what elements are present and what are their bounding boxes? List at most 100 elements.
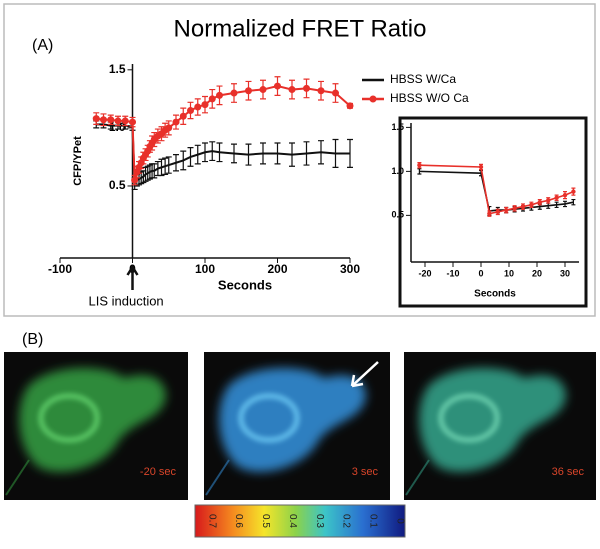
point: [495, 209, 500, 215]
point: [165, 124, 173, 132]
x-tick-label: 0: [478, 268, 483, 278]
point: [187, 106, 194, 114]
cell-tail: [5, 459, 30, 496]
point: [245, 87, 252, 95]
chart-title: Normalized FRET Ratio: [174, 15, 427, 42]
legend-marker: [369, 95, 377, 103]
error-bar: [173, 154, 179, 172]
point: [571, 189, 576, 194]
cell-images: -20 sec 3 sec 36 sec: [4, 352, 596, 500]
time-label: 3 sec: [352, 466, 379, 478]
point: [288, 86, 296, 94]
point: [504, 207, 509, 213]
error-bar: [194, 144, 201, 165]
point: [512, 206, 517, 211]
error-bar: [303, 141, 310, 166]
legend-label: HBSS W/O Ca: [390, 91, 469, 105]
point: [208, 95, 216, 103]
error-bar: [563, 200, 567, 208]
colorbar: [194, 504, 406, 538]
x-tick-label: 200: [267, 262, 287, 276]
error-bar: [289, 142, 295, 167]
point: [179, 112, 187, 120]
y-tick-label: 0.5: [391, 210, 404, 220]
inset-frame: [398, 116, 588, 308]
point: [107, 116, 115, 124]
colorbar-tick-label: 0.6: [233, 514, 244, 528]
error-bar: [202, 142, 208, 163]
y-tick-label: 1.5: [391, 122, 404, 132]
point: [529, 202, 534, 208]
point: [554, 195, 559, 200]
error-bar: [417, 168, 422, 175]
cell-image: 36 sec: [404, 352, 596, 500]
x-axis-label: Seconds: [474, 289, 516, 300]
x-tick-label: 20: [532, 268, 542, 278]
error-bar: [554, 201, 559, 209]
point: [100, 116, 107, 124]
point: [537, 199, 542, 205]
point: [346, 102, 354, 110]
colorbar-tick-label: 0.7: [206, 514, 217, 528]
error-bar: [151, 163, 158, 179]
error-bar: [209, 141, 216, 162]
error-bar: [571, 198, 576, 206]
error-bar: [162, 157, 169, 175]
point: [332, 89, 339, 97]
error-bar: [245, 143, 252, 166]
error-bar: [260, 142, 266, 165]
y-tick-label: 1.0: [391, 166, 404, 176]
cell-nucleus: [238, 393, 300, 443]
x-tick-label: -10: [446, 268, 459, 278]
cell-body: [219, 367, 366, 472]
error-bar: [187, 147, 194, 167]
annotation-arrow: [126, 264, 139, 290]
x-tick-label: 100: [195, 262, 215, 276]
error-bar: [274, 142, 281, 165]
arrow: [350, 361, 379, 388]
point: [216, 91, 223, 99]
colorbar-tick-label: 0: [394, 518, 405, 524]
point: [562, 192, 568, 198]
panel-label: (B): [22, 331, 43, 348]
x-tick-label: 300: [340, 262, 360, 276]
error-bar: [332, 138, 339, 168]
point: [259, 86, 267, 94]
y-tick-label: 1.0: [109, 120, 126, 134]
cell-image: 3 sec: [204, 352, 390, 500]
error-bar: [216, 142, 223, 163]
x-tick-label: 30: [560, 268, 570, 278]
colorbar-tick-label: 0.1: [368, 514, 379, 528]
point: [317, 87, 325, 95]
point: [114, 117, 122, 125]
point: [478, 164, 484, 170]
point: [487, 211, 492, 216]
point: [546, 198, 551, 203]
annotation: LIS induction: [89, 293, 164, 308]
cell-body: [419, 367, 566, 472]
error-bar: [180, 150, 187, 171]
colorbar-tick-label: 0.3: [314, 514, 325, 528]
legend-label: HBSS W/Ca: [390, 72, 456, 86]
error-bar: [158, 158, 165, 177]
error-bar: [347, 138, 353, 168]
colorbar-tick-label: 0.5: [260, 514, 271, 528]
point: [417, 163, 422, 168]
point: [520, 204, 526, 209]
error-bar: [318, 140, 324, 165]
point: [172, 118, 180, 126]
error-bar: [165, 156, 172, 174]
y-tick-label: 0.5: [109, 178, 126, 192]
point: [201, 101, 209, 109]
point: [129, 118, 136, 126]
y-axis-label: CFP/YPet: [72, 136, 84, 186]
cell-image: -20 sec: [4, 352, 188, 500]
cell-body: [19, 367, 166, 472]
x-axis-label: Seconds: [218, 277, 272, 292]
y-tick-label: 1.5: [109, 62, 126, 76]
cell-nucleus: [38, 393, 100, 443]
point: [121, 117, 129, 125]
colorbar-tick-label: 0.4: [287, 514, 298, 528]
x-tick-label: -100: [48, 262, 72, 276]
